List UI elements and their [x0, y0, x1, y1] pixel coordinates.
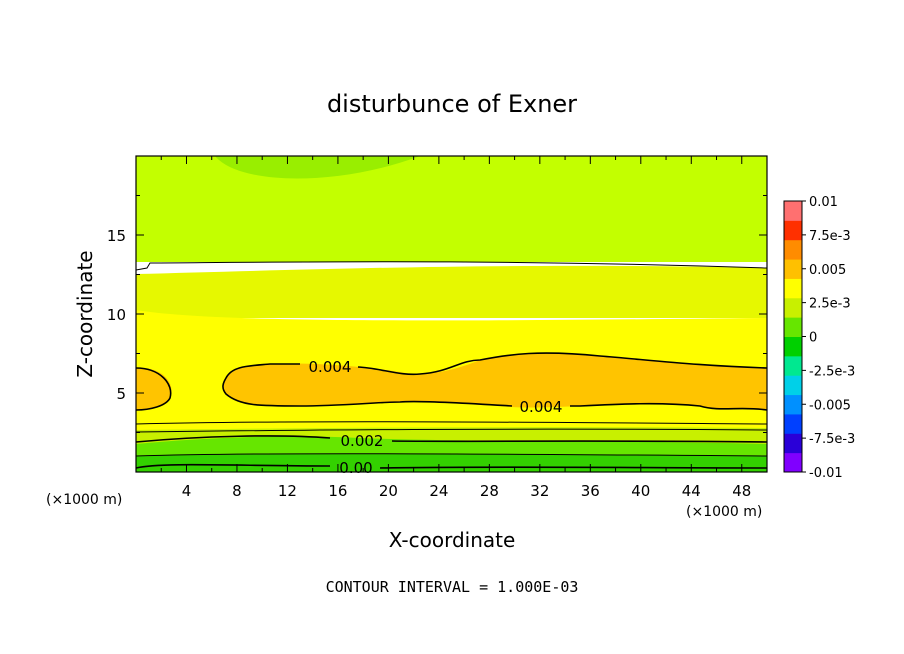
colorbar-swatch — [784, 452, 802, 473]
x-axis-label: X-coordinate — [389, 528, 516, 552]
colorbar-label: 0 — [809, 331, 817, 346]
y-axis-label: Z-coordinate — [73, 250, 97, 377]
colorbar-swatch — [784, 297, 802, 318]
colorbar-label: 7.5e-3 — [809, 229, 851, 244]
x-tick-label: 24 — [429, 482, 448, 500]
contour-interval-note: CONTOUR INTERVAL = 1.000E-03 — [326, 578, 579, 596]
plot-area: 0.004 0.004 0.002 0.00 — [135, 155, 768, 477]
y-tick-label: 15 — [107, 227, 126, 245]
band-upper-high — [136, 265, 767, 318]
chart-title: disturbunce of Exner — [327, 90, 577, 118]
colorbar-swatch — [784, 413, 802, 434]
y-tick-label: 5 — [116, 385, 126, 403]
contour-label: 0.00 — [339, 459, 372, 477]
x-tick-label: 28 — [480, 482, 499, 500]
y-tick-label: 10 — [107, 306, 126, 324]
contour-004-main — [222, 352, 768, 411]
band-low-green — [136, 436, 767, 456]
colorbar-swatch — [784, 278, 802, 299]
x-unit-left: (×1000 m) — [46, 492, 122, 508]
colorbar-swatch — [784, 201, 802, 221]
x-tick-label: 40 — [631, 482, 650, 500]
band-top — [136, 156, 767, 262]
x-tick-label: 36 — [581, 482, 600, 500]
colorbar-label: -7.5e-3 — [809, 432, 855, 447]
contour-001 — [135, 453, 768, 457]
colorbar-label: 2.5e-3 — [809, 297, 851, 312]
x-tick-label: 48 — [732, 482, 751, 500]
colorbar-label: 0.01 — [809, 195, 838, 210]
contour-004-left — [135, 367, 172, 411]
x-tick-label: 12 — [278, 482, 297, 500]
colorbar-swatch — [784, 355, 802, 376]
contour-000 — [135, 463, 768, 469]
contour-003-upper — [135, 261, 768, 271]
contour-002 — [135, 435, 768, 443]
colorbar-label: -2.5e-3 — [809, 364, 855, 379]
colorbar-swatch — [784, 259, 802, 279]
colorbar-swatch — [784, 317, 802, 337]
x-tick-label: 4 — [182, 482, 192, 500]
core-orange-left — [136, 367, 172, 410]
colorbar-label: 0.005 — [809, 263, 846, 278]
colorbar-swatch — [784, 336, 802, 357]
colorbar-swatch — [784, 220, 802, 241]
x-tick-label: 44 — [682, 482, 701, 500]
y-axis: 5 10 15 — [107, 195, 767, 433]
colorbar-swatch — [784, 239, 802, 260]
x-tick-label: 16 — [328, 482, 347, 500]
contour-lines — [135, 261, 768, 469]
colorbar-swatch — [784, 375, 802, 396]
colorbar-swatch — [784, 433, 802, 454]
colorbar-label: -0.01 — [809, 466, 843, 481]
x-tick-label: 32 — [530, 482, 549, 500]
colorbar-swatch — [784, 394, 802, 415]
contour-003-low — [135, 421, 768, 425]
contour-label: 0.004 — [520, 398, 563, 416]
contour-0025-low — [135, 428, 768, 433]
contour-label: 0.004 — [309, 358, 352, 376]
x-tick-label: 20 — [379, 482, 398, 500]
colorbar-label: -0.005 — [809, 398, 851, 413]
x-axis: 4 8 12 16 20 24 28 32 36 40 44 48 — [160, 156, 751, 500]
band-bottom-green — [136, 453, 767, 472]
contour-label: 0.002 — [341, 432, 384, 450]
band-top-bump — [215, 156, 420, 179]
colorbar: 0.01 7.5e-3 0.005 2.5e-3 0 -2.5e-3 -0.005 -7.5e… — [783, 195, 855, 481]
x-unit-right: (×1000 m) — [686, 504, 762, 520]
x-tick-label: 8 — [232, 482, 242, 500]
